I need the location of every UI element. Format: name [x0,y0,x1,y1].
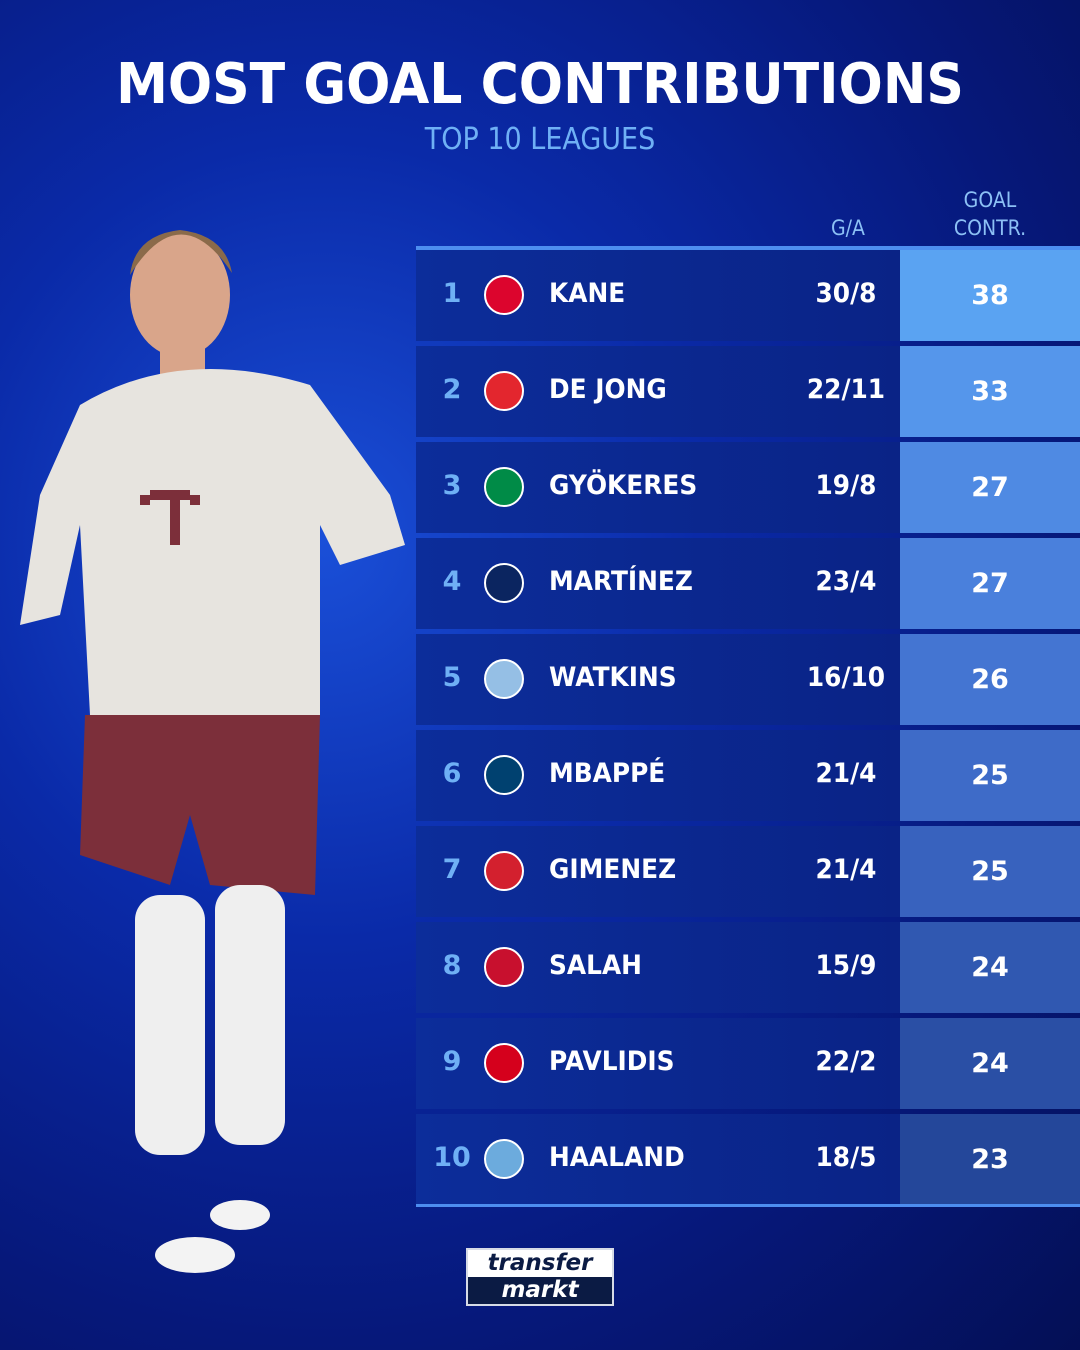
logo-line2: markt [501,1277,579,1303]
player-name: HAALAND [549,1142,685,1173]
player-name: WATKINS [549,662,677,693]
rank: 10 [433,1142,471,1173]
club-crest-icon [484,755,524,795]
club-crest-icon [484,371,524,411]
goals-assists: 19/8 [815,470,877,501]
goal-contributions: 23 [900,1114,1080,1205]
header-goal-contr: GOAL CONTR. [936,186,1044,242]
table-row: 3 GYÖKERES 19/8 27 [416,442,1080,533]
goals-assists: 23/4 [815,566,877,597]
header-goal-contr-line2: CONTR. [953,216,1027,240]
header-goal-contr-line1: GOAL [963,188,1017,212]
table-row: 2 DE JONG 22/11 33 [416,346,1080,437]
club-crest-icon [484,659,524,699]
player-name: GYÖKERES [549,470,698,501]
rank: 1 [442,278,462,309]
header-ga: G/A [831,216,865,240]
club-crest-icon [484,851,524,891]
ranking-table: 1 KANE 30/8 38 2 DE JONG 22/11 33 3 GYÖK… [416,246,1080,1205]
player-name: MARTÍNEZ [549,566,693,597]
goals-assists: 30/8 [815,278,877,309]
player-photo [20,230,405,1273]
club-crest-icon [484,1139,524,1179]
table-row: 6 MBAPPÉ 21/4 25 [416,730,1080,821]
goals-assists: 16/10 [806,662,886,693]
rank: 3 [442,470,462,501]
goals-assists: 21/4 [815,758,877,789]
player-name: DE JONG [549,374,667,405]
rank: 9 [442,1046,462,1077]
goals-assists: 15/9 [815,950,877,981]
player-name: KANE [549,278,626,309]
goal-contributions: 24 [900,922,1080,1013]
goal-contributions: 25 [900,730,1080,821]
rank: 2 [442,374,462,405]
table-bottom-divider [416,1204,1080,1207]
club-crest-icon [484,563,524,603]
table-row: 10 HAALAND 18/5 23 [416,1114,1080,1205]
transfermarkt-logo: transfer markt [466,1248,614,1306]
page-subtitle: TOP 10 LEAGUES [424,122,656,157]
goal-contributions: 27 [900,538,1080,629]
rank: 6 [442,758,462,789]
table-row: 1 KANE 30/8 38 [416,250,1080,341]
table-row: 5 WATKINS 16/10 26 [416,634,1080,725]
club-crest-icon [484,947,524,987]
rank: 4 [442,566,462,597]
table-row: 7 GIMENEZ 21/4 25 [416,826,1080,917]
goal-contributions: 25 [900,826,1080,917]
goal-contributions: 27 [900,442,1080,533]
club-crest-icon [484,467,524,507]
club-crest-icon [484,1043,524,1083]
goal-contributions: 24 [900,1018,1080,1109]
rank: 7 [442,854,462,885]
player-name: PAVLIDIS [549,1046,675,1077]
player-name: MBAPPÉ [549,758,666,789]
table-row: 4 MARTÍNEZ 23/4 27 [416,538,1080,629]
goal-contributions: 33 [900,346,1080,437]
goal-contributions: 26 [900,634,1080,725]
page-title: MOST GOAL CONTRIBUTIONS [116,52,964,117]
goals-assists: 21/4 [815,854,877,885]
rank: 8 [442,950,462,981]
logo-line1: transfer [468,1250,612,1277]
goals-assists: 22/11 [806,374,886,405]
player-name: SALAH [549,950,642,981]
goal-contributions: 38 [900,250,1080,341]
goals-assists: 18/5 [815,1142,877,1173]
goals-assists: 22/2 [815,1046,877,1077]
rank: 5 [442,662,462,693]
table-row: 9 PAVLIDIS 22/2 24 [416,1018,1080,1109]
club-crest-icon [484,275,524,315]
table-row: 8 SALAH 15/9 24 [416,922,1080,1013]
player-name: GIMENEZ [549,854,677,885]
